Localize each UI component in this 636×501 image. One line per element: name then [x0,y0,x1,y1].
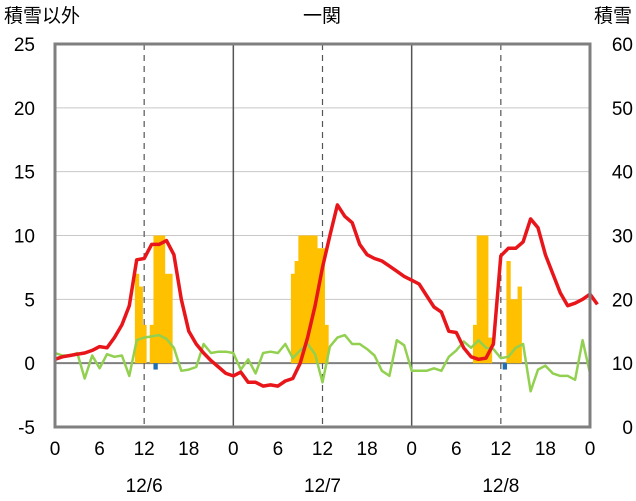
x-tick-label: 18 [535,439,556,460]
orange-bar [168,273,173,364]
x-tick-label: 12 [134,439,155,460]
day-labels: 12/6 12/7 12/8 [126,476,520,497]
green-series-line [54,333,592,393]
orange-bar [476,235,481,364]
x-ticks: 0 6 12 18 0 6 12 18 0 6 12 18 0 [50,439,596,460]
chart-title: 一関 [303,6,341,27]
right-y-ticks: 60 50 40 30 20 10 0 [612,35,633,439]
orange-bar [153,235,158,364]
x-tick-label: 18 [357,439,378,460]
orange-bar [320,248,325,364]
header: 積雪以外 一関 積雪 [4,5,632,27]
orange-bar [324,324,329,364]
orange-bar [138,286,143,364]
orange-bar [160,235,166,364]
right-y-tick-label: 20 [612,290,633,311]
grid [55,44,590,427]
orange-bar [305,235,311,364]
orange-bar [298,235,303,364]
orange-bar [142,324,147,364]
blue-bar [153,363,158,370]
left-y-tick-label: -5 [18,418,35,439]
orange-bar [316,248,322,364]
orange-bar [164,273,169,364]
x-tick-label: 6 [94,439,105,460]
orange-bar [134,273,140,364]
orange-bar [157,235,162,364]
day-label: 12/8 [482,476,519,497]
left-axis-label: 積雪以外 [4,5,80,27]
x-tick-label: 6 [273,439,284,460]
x-tick-label: 0 [50,439,61,460]
orange-bar [506,261,511,364]
x-tick-label: 0 [406,439,417,460]
orange-bar [517,286,522,364]
plot-frame [53,42,592,429]
x-tick-label: 0 [228,439,239,460]
orange-bar [149,324,155,364]
x-tick-label: 12 [312,439,333,460]
orange-bar [294,261,299,364]
left-y-tick-label: 10 [14,227,35,248]
left-y-ticks: 25 20 15 10 5 0 -5 [14,35,35,439]
orange-bar [302,235,307,364]
x-tick-label: 6 [451,439,462,460]
right-y-tick-label: 0 [622,418,633,439]
blue-bar [502,363,508,370]
right-y-tick-label: 30 [612,227,633,248]
right-y-tick-label: 10 [612,354,633,375]
left-y-tick-label: 5 [24,290,35,311]
orange-bar [513,299,519,364]
day-label: 12/7 [304,476,341,497]
orange-bar [290,273,296,364]
x-tick-label: 0 [585,439,596,460]
right-axis-label: 積雪 [594,5,632,27]
orange-bar [510,299,515,364]
left-y-tick-label: 0 [24,354,35,375]
orange-bar [480,235,485,364]
x-tick-label: 12 [490,439,511,460]
day-label: 12/6 [126,476,163,497]
right-y-tick-label: 50 [612,99,633,120]
orange-bar [309,235,314,364]
left-y-tick-label: 15 [14,163,35,184]
left-y-tick-label: 20 [14,99,35,120]
plot-border [53,42,592,429]
x-tick-label: 18 [178,439,199,460]
orange-bar [484,235,489,364]
right-y-tick-label: 40 [612,163,633,184]
bars [134,235,522,370]
left-y-tick-label: 25 [14,35,35,56]
right-y-tick-label: 60 [612,35,633,56]
red-series-line [54,203,599,388]
